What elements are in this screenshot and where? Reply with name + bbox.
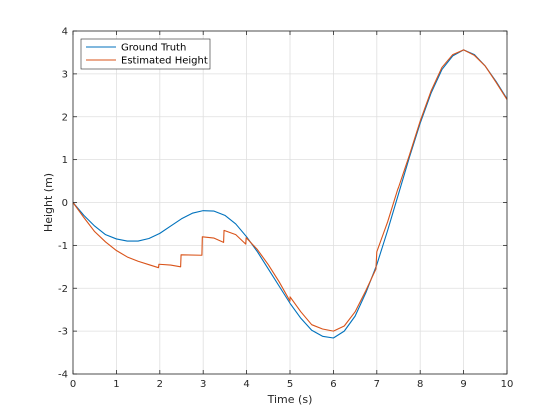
x-tick-label: 3 [200, 379, 206, 390]
y-tick-label: 3 [62, 69, 68, 80]
x-tick-label: 9 [460, 379, 466, 390]
legend-label-ground-truth: Ground Truth [121, 43, 186, 54]
y-tick-label: 0 [62, 198, 68, 209]
x-tick-label: 5 [287, 379, 293, 390]
legend: Ground Truth Estimated Height [80, 38, 211, 70]
x-tick-label: 0 [70, 379, 76, 390]
x-tick-label: 4 [243, 379, 249, 390]
tick-labels: 0 1 2 3 4 5 6 7 8 9 10 -4 -3 -2 -1 0 1 2 3 4 [58, 27, 513, 391]
series-line-estimated-height [72, 49, 508, 332]
x-axis-label: Time (s) [267, 393, 313, 406]
y-tick-label: 1 [62, 155, 68, 166]
y-axis-label: Height (m) [42, 173, 55, 232]
x-tick-label: 8 [417, 379, 423, 390]
y-tick-label: -2 [58, 284, 68, 295]
y-tick-label: -1 [58, 241, 68, 252]
x-tick-label: 2 [157, 379, 163, 390]
axis-ticks [72, 30, 508, 375]
x-tick-label: 10 [501, 379, 514, 390]
legend-box [80, 38, 211, 70]
x-tick-label: 6 [330, 379, 336, 390]
y-tick-label: 4 [62, 27, 68, 38]
x-tick-label: 1 [113, 379, 119, 390]
legend-label-estimated-height: Estimated Height [121, 56, 208, 67]
y-tick-label: -4 [58, 370, 68, 381]
x-tick-label: 7 [374, 379, 380, 390]
series-layer [72, 49, 508, 339]
y-tick-label: -3 [58, 327, 68, 338]
series-line-ground-truth [72, 49, 508, 339]
y-tick-label: 2 [62, 112, 68, 123]
